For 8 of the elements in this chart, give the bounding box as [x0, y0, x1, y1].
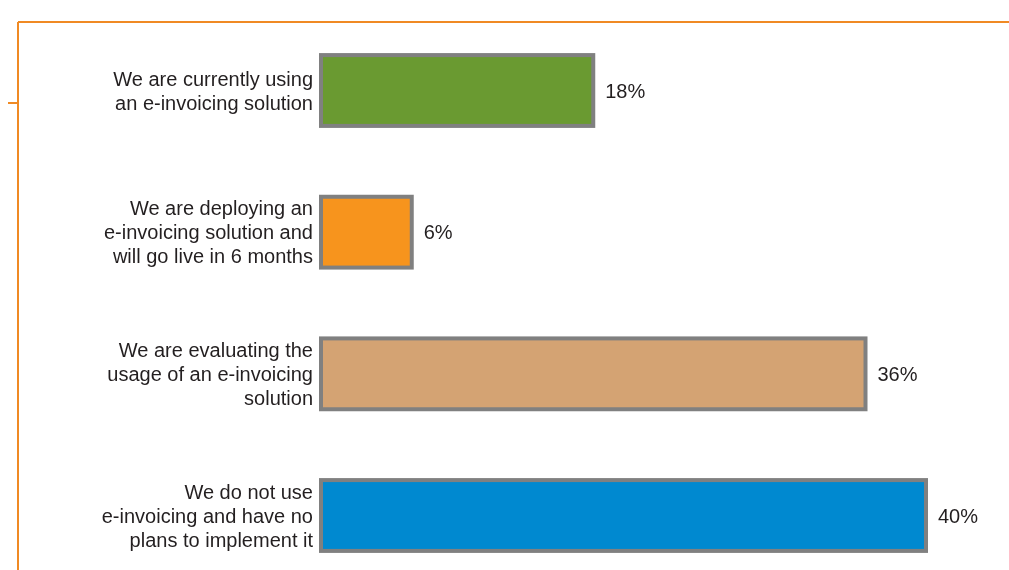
y-tick-label: We are currently using an e-invoicing solution	[113, 67, 313, 114]
data-label: 40%	[938, 504, 979, 527]
y-tick-label: We do not use e-invoicing and have no plans to implement it	[101, 480, 314, 551]
data-label: 18%	[605, 79, 646, 102]
data-label: 6%	[423, 221, 453, 244]
data-label: 36%	[877, 362, 918, 385]
y-tick-label: We are deploying an e-invoicing solution and will go live in 6 months	[103, 197, 313, 268]
y-tick-label: We are evaluating the usage of an e-invoicing solution	[107, 338, 313, 409]
